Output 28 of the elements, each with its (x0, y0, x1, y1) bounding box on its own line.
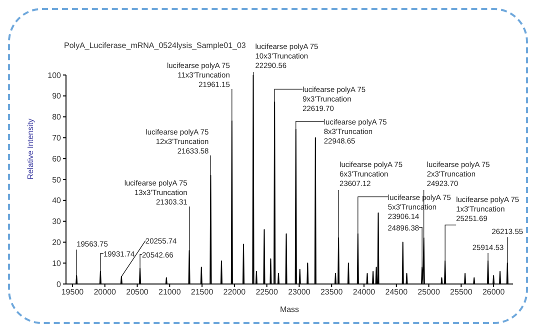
y-tick-label: 50 (52, 175, 62, 184)
x-tick-label: 23500 (320, 288, 344, 297)
x-tick-label: 19500 (61, 288, 84, 297)
x-tick-label: 20000 (94, 288, 117, 297)
x-tick-label: 25500 (450, 288, 473, 297)
x-tick-label: 26000 (482, 288, 506, 297)
x-tick-label: 22500 (256, 288, 278, 297)
x-tick-label: 22000 (223, 288, 246, 297)
y-tick-label: 40 (52, 196, 62, 206)
y-tick-label: 0 (56, 280, 62, 289)
x-axis-title: Mass (280, 305, 300, 314)
y-tick-label: 60 (52, 154, 62, 164)
x-tick-label: 21500 (190, 288, 214, 297)
chart-title: PolyA_Luciferase_mRNA_0524lysis_Sample01_03 (64, 41, 246, 50)
x-tick-label: 24000 (352, 288, 376, 297)
y-tick-label: 90 (52, 92, 62, 101)
x-tick-label: 23000 (288, 288, 311, 297)
y-tick-label: 20 (52, 238, 62, 248)
y-axis-title: Relative Intensity (26, 118, 35, 180)
x-tick-label: 20500 (126, 288, 149, 297)
x-tick-label: 21000 (158, 288, 182, 297)
x-tick-label: 24500 (385, 288, 408, 297)
x-tick-label: 25000 (418, 288, 440, 297)
y-tick-label: 80 (52, 112, 62, 122)
y-tick-label: 70 (52, 134, 62, 143)
y-tick-label: 10 (52, 258, 62, 268)
y-tick-label: 100 (48, 70, 62, 80)
y-tick-label: 30 (52, 217, 62, 226)
